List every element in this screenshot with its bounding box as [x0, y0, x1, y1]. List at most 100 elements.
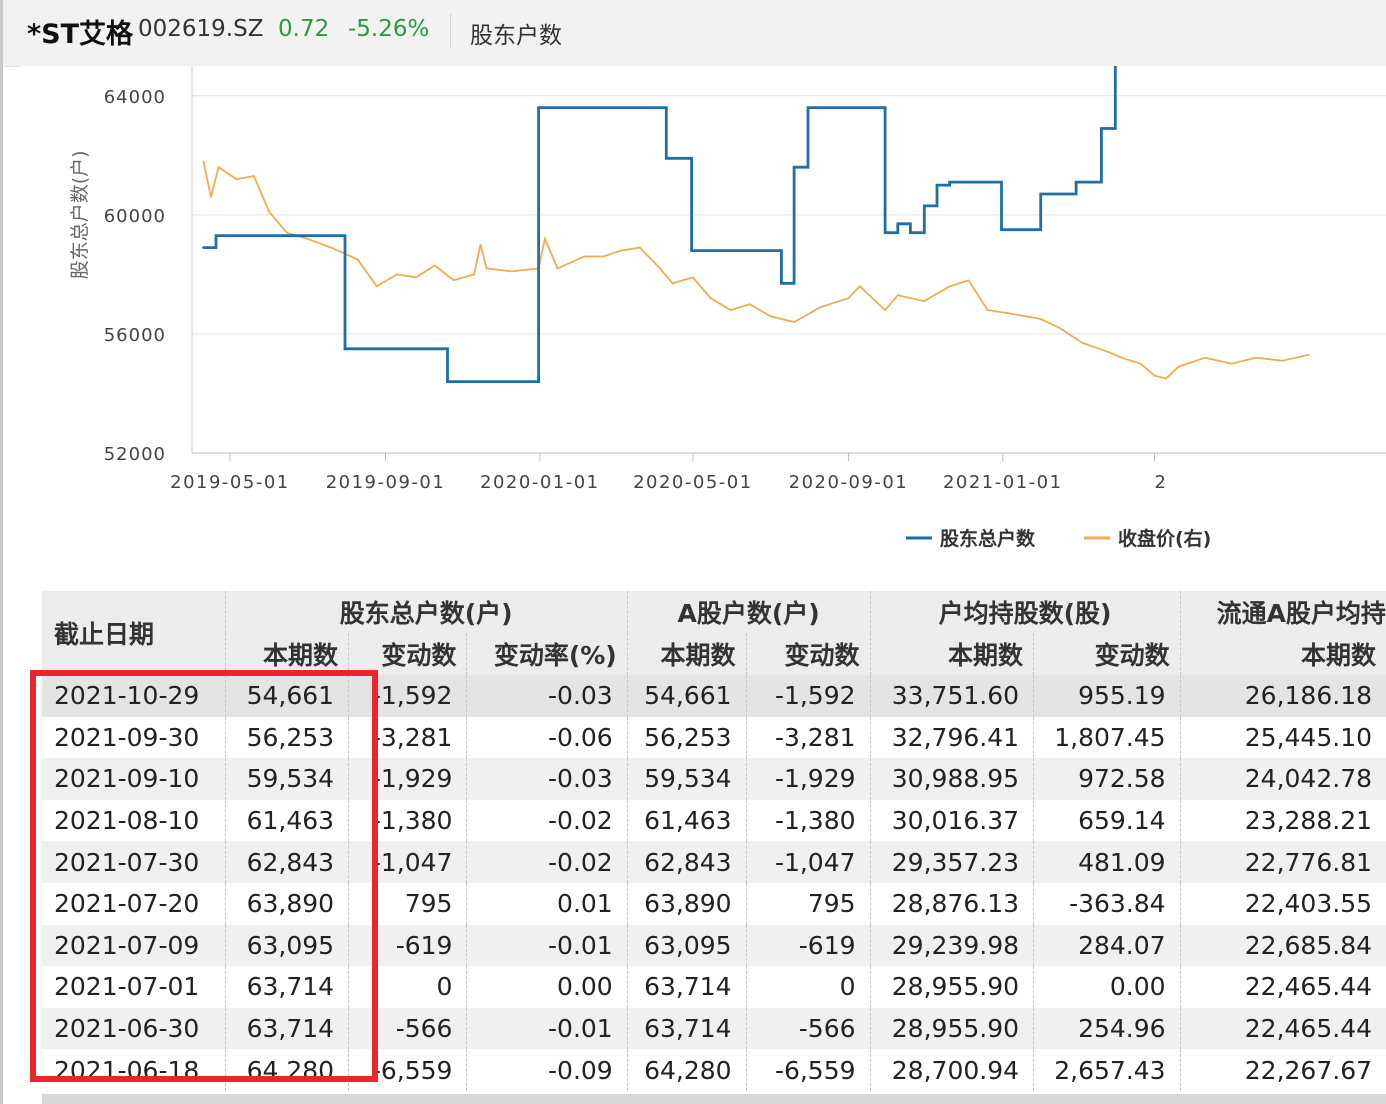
price-point: [396, 273, 398, 276]
table-row[interactable]: 2021-10-29 54,661 -1,592 -0.03 54,661 -1,592 3…: [42, 675, 1386, 717]
col-header[interactable]: 本期数: [1179, 633, 1386, 675]
table-cell: 63,890: [224, 882, 349, 925]
table-row[interactable]: 2021-07-30 62,843 -1,047 -0.02 62,843 -1,047 2…: [42, 841, 1386, 883]
table-body: 2021-10-29 54,661 -1,592 -0.03 54,661 -1,592 3…: [42, 675, 1386, 1091]
holders-point: [665, 157, 668, 160]
legend-label-holders: 股东总户数: [940, 527, 1036, 550]
price-point: [235, 178, 238, 180]
table-cell: 30,988.95: [869, 758, 1034, 800]
holders-point: [446, 380, 449, 383]
y-tick-label: 52000: [104, 444, 166, 465]
table-row[interactable]: 2021-07-01 63,714 0 0.00 63,714 0 28,955.90 0.0…: [42, 966, 1386, 1008]
table-row[interactable]: 2021-06-18 64,280 -6,559 -0.09 64,280 -6,559 2…: [42, 1049, 1386, 1091]
price-point: [453, 279, 455, 282]
table-cell: -0.01: [466, 1007, 628, 1050]
price-point: [479, 243, 482, 246]
table-row[interactable]: 2021-09-10 59,534 -1,929 -0.03 59,534 -1,929 3…: [42, 758, 1386, 800]
price-point: [948, 285, 951, 288]
table-cell: 795: [745, 882, 871, 925]
stock-header: *ST艾格 002619.SZ 0.72 -5.26% 股东户数: [0, 0, 1386, 67]
price-point: [1153, 374, 1156, 377]
price-point: [897, 294, 899, 296]
table-cell: 972.58: [1033, 758, 1181, 800]
col-header[interactable]: 变动数: [745, 633, 871, 675]
col-header[interactable]: 变动数: [348, 633, 467, 675]
price-point: [210, 196, 212, 198]
price-point: [268, 211, 270, 213]
table-cell: 63,714: [626, 1007, 747, 1050]
table-cell: 254.96: [1033, 1007, 1181, 1050]
price-point: [1308, 354, 1310, 356]
left-border: [0, 0, 3, 1104]
table-cell: 56,253: [224, 716, 349, 759]
table-row[interactable]: 2021-06-30 63,714 -566 -0.01 63,714 -566 28,95…: [42, 1007, 1386, 1050]
price-point: [1139, 362, 1142, 365]
table-cell: 61,463: [626, 799, 747, 842]
col-header[interactable]: 变动数: [1033, 633, 1181, 675]
holders-point: [780, 282, 783, 285]
table-cell: -1,047: [745, 841, 871, 883]
table-cell: 0.00: [466, 966, 628, 1008]
table-cell: 63,714: [224, 966, 349, 1008]
price-point: [253, 175, 255, 177]
holders-point: [214, 234, 218, 237]
price-point: [1165, 377, 1167, 380]
col-header[interactable]: 本期数: [626, 633, 747, 675]
table-cell: 59,534: [224, 758, 349, 800]
table-cell: 54,661: [224, 675, 349, 717]
price-point: [1106, 351, 1109, 353]
col-header[interactable]: 本期数: [224, 633, 349, 675]
price-point: [1254, 356, 1257, 359]
price-point: [356, 258, 359, 261]
x-tick-label: 2020-05-01: [633, 472, 753, 493]
holders-point: [1100, 127, 1103, 130]
date-header[interactable]: 截止日期: [42, 591, 226, 675]
table-row[interactable]: 2021-09-30 56,253 -3,281 -0.06 56,253 -3,281 3…: [42, 716, 1386, 759]
price-point: [659, 267, 661, 270]
table-cell: 54,661: [626, 675, 747, 717]
legend-label-price: 收盘价(右): [1118, 527, 1211, 550]
table-cell: 63,095: [224, 924, 349, 967]
table-cell: 29,357.23: [869, 841, 1034, 883]
table-cell: -363.84: [1033, 882, 1181, 925]
table-cell: 659.14: [1033, 799, 1181, 842]
holders-point: [792, 166, 796, 169]
table-cell: -566: [745, 1007, 871, 1050]
shareholder-chart: 52000 56000 60000 64000 股东总户数(户) 2019-05-01 20…: [20, 66, 1386, 586]
price-point: [819, 306, 822, 308]
col-header[interactable]: 本期数: [869, 633, 1034, 675]
table-cell: 795: [348, 882, 467, 925]
price-point: [202, 160, 205, 163]
table-cell: 0.01: [466, 882, 628, 925]
table-cell: 63,714: [626, 966, 747, 1008]
x-tick-label: 2020-09-01: [789, 472, 909, 493]
table-cell: 30,016.37: [869, 799, 1034, 842]
stock-name: *ST艾格: [27, 19, 133, 50]
table-row[interactable]: 2021-08-10 61,463 -1,380 -0.02 61,463 -1,380 3…: [42, 799, 1386, 842]
table-cell: 0: [348, 966, 467, 1008]
col-header[interactable]: 变动率(%): [466, 633, 628, 675]
stock-change-pct: -5.26%: [348, 16, 430, 42]
holders-point: [935, 183, 939, 187]
table-row[interactable]: 2021-07-09 63,095 -619 -0.01 63,095 -619 29,23…: [42, 924, 1386, 967]
table-cell: -0.02: [466, 841, 628, 883]
price-point: [671, 282, 674, 285]
table-cell: -3,281: [745, 716, 871, 759]
price-point: [217, 166, 220, 168]
price-point: [544, 237, 546, 240]
header-divider: [450, 14, 451, 48]
table-cell: 22,403.55: [1179, 882, 1386, 925]
table-cell: 33,751.60: [869, 675, 1034, 717]
shareholder-table-container[interactable]: 截止日期 股东总户数(户) A股户数(户) 户均持股数(股) 流通A股户均持 本…: [42, 591, 1386, 1094]
table-row[interactable]: 2021-07-20 63,890 795 0.01 63,890 795 28,876.1…: [42, 882, 1386, 925]
table-cell: -1,929: [348, 758, 467, 800]
series-line-close-price: [202, 161, 1309, 380]
horizontal-scrollbar[interactable]: [42, 1094, 1386, 1104]
table-cell: -0.02: [466, 799, 628, 842]
holders-point: [1114, 66, 1117, 68]
price-point: [620, 249, 622, 252]
cell-date: 2021-09-10: [42, 758, 226, 800]
price-point: [415, 276, 417, 279]
section-title[interactable]: 股东户数: [470, 23, 562, 49]
table-cell: 64,280: [626, 1049, 747, 1091]
